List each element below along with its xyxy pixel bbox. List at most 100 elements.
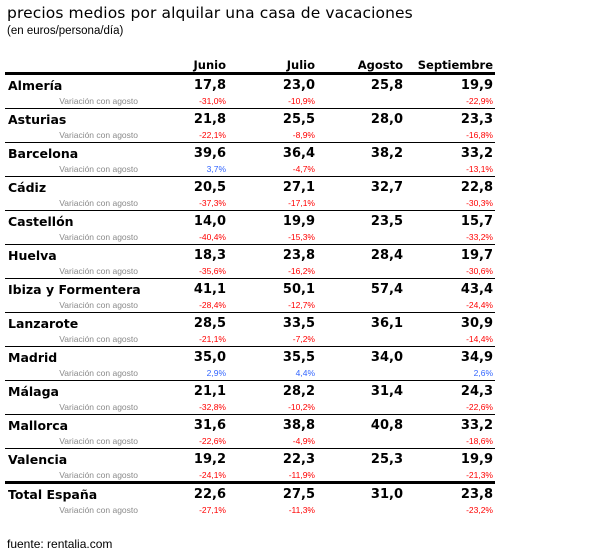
price-septiembre: 24,3 (460, 384, 493, 399)
variation-label: Variación con agosto (59, 300, 138, 310)
price-septiembre: 19,9 (460, 452, 493, 467)
price-junio: 17,8 (193, 78, 226, 93)
price-junio: 20,5 (193, 180, 226, 195)
variation-label: Variación con agosto (59, 96, 138, 106)
variation-julio: -15,3% (288, 232, 315, 242)
price-julio: 23,0 (282, 78, 315, 93)
variation-label: Variación con agosto (59, 470, 138, 480)
variation-label: Variación con agosto (59, 164, 138, 174)
variation-julio: -17,1% (288, 198, 315, 208)
variation-label: Variación con agosto (59, 436, 138, 446)
table-row: Asturias 21,8 25,5 28,0 23,3 Variación con ag… (5, 109, 495, 143)
variation-label: Variación con agosto (59, 368, 138, 378)
variation-junio: -24,1% (199, 470, 226, 480)
source-note: fuente: rentalia.com (7, 537, 113, 551)
price-septiembre: 22,8 (460, 180, 493, 195)
variation-junio: -22,1% (199, 130, 226, 140)
variation-label: Variación con agosto (59, 198, 138, 208)
price-junio: 18,3 (193, 248, 226, 263)
price-junio: 21,8 (193, 112, 226, 127)
table-header: Junio Julio Agosto Septiembre (5, 56, 495, 75)
price-agosto: 25,3 (370, 452, 403, 467)
variation-septiembre: -18,6% (466, 436, 493, 446)
price-julio: 36,4 (282, 146, 315, 161)
row-name: Málaga (8, 384, 59, 399)
variation-label: Variación con agosto (59, 130, 138, 140)
variation-julio: -11,9% (288, 470, 315, 480)
variation-junio: -32,8% (199, 402, 226, 412)
price-agosto: 36,1 (370, 316, 403, 331)
price-septiembre: 15,7 (460, 214, 493, 229)
variation-septiembre: -30,6% (466, 266, 493, 276)
variation-junio: -21,1% (199, 334, 226, 344)
column-header-septiembre: Septiembre (417, 58, 493, 72)
price-agosto: 34,0 (370, 350, 403, 365)
table-row-total: Total España 22,6 27,5 31,0 23,8 Variación co… (5, 484, 495, 517)
variation-julio: 4,4% (295, 368, 315, 378)
price-junio: 35,0 (193, 350, 226, 365)
table-row: Ibiza y Formentera 41,1 50,1 57,4 43,4 Variac… (5, 279, 495, 313)
price-agosto: 28,0 (370, 112, 403, 127)
variation-label: Variación con agosto (59, 505, 138, 515)
row-name: Asturias (8, 112, 67, 127)
price-septiembre: 19,9 (460, 78, 493, 93)
table-body: Almería 17,8 23,0 25,8 19,9 Variación con ago… (5, 75, 495, 517)
table-row: Málaga 21,1 28,2 31,4 24,3 Variación con agos… (5, 381, 495, 415)
table-row: Valencia 19,2 22,3 25,3 19,9 Variación con ag… (5, 449, 495, 484)
variation-label: Variación con agosto (59, 334, 138, 344)
page-subtitle: (en euros/persona/día) (7, 25, 124, 37)
price-julio: 35,5 (282, 350, 315, 365)
price-septiembre: 30,9 (460, 316, 493, 331)
price-agosto: 28,4 (370, 248, 403, 263)
price-julio: 28,2 (282, 384, 315, 399)
variation-junio: -40,4% (199, 232, 226, 242)
price-julio: 19,9 (282, 214, 315, 229)
variation-label: Variación con agosto (59, 402, 138, 412)
price-septiembre: 23,3 (460, 112, 493, 127)
price-junio: 31,6 (193, 418, 226, 433)
price-agosto: 57,4 (370, 282, 403, 297)
price-junio: 14,0 (193, 214, 226, 229)
price-table: Junio Julio Agosto Septiembre Almería 17,… (5, 56, 495, 517)
price-julio: 23,8 (282, 248, 315, 263)
variation-septiembre: -22,9% (466, 96, 493, 106)
price-julio: 22,3 (282, 452, 315, 467)
price-septiembre: 23,8 (460, 487, 493, 502)
price-junio: 22,6 (193, 487, 226, 502)
row-name: Total España (8, 487, 98, 502)
row-name: Valencia (8, 452, 68, 467)
table-row: Castellón 14,0 19,9 23,5 15,7 Variación con a… (5, 211, 495, 245)
row-name: Lanzarote (8, 316, 79, 331)
price-junio: 19,2 (193, 452, 226, 467)
variation-junio: 3,7% (206, 164, 226, 174)
row-name: Castellón (8, 214, 74, 229)
price-julio: 38,8 (282, 418, 315, 433)
row-name: Ibiza y Formentera (8, 282, 141, 297)
table-row: Huelva 18,3 23,8 28,4 19,7 Variación con agos… (5, 245, 495, 279)
variation-julio: -10,9% (288, 96, 315, 106)
variation-junio: -35,6% (199, 266, 226, 276)
price-agosto: 25,8 (370, 78, 403, 93)
variation-label: Variación con agosto (59, 266, 138, 276)
price-junio: 21,1 (193, 384, 226, 399)
price-septiembre: 33,2 (460, 146, 493, 161)
variation-junio: -22,6% (199, 436, 226, 446)
row-name: Barcelona (8, 146, 79, 161)
variation-junio: -28,4% (199, 300, 226, 310)
price-septiembre: 33,2 (460, 418, 493, 433)
table-row: Barcelona 39,6 36,4 38,2 33,2 Variación con a… (5, 143, 495, 177)
price-agosto: 32,7 (370, 180, 403, 195)
table-row: Almería 17,8 23,0 25,8 19,9 Variación con ago… (5, 75, 495, 109)
price-junio: 41,1 (193, 282, 226, 297)
variation-julio: -12,7% (288, 300, 315, 310)
column-header-junio: Junio (193, 58, 227, 72)
variation-junio: -37,3% (199, 198, 226, 208)
row-name: Madrid (8, 350, 58, 365)
variation-junio: -31,0% (199, 96, 226, 106)
variation-julio: -16,2% (288, 266, 315, 276)
row-name: Almería (8, 78, 63, 93)
price-julio: 27,1 (282, 180, 315, 195)
variation-julio: -4,7% (292, 164, 315, 174)
variation-junio: 2,9% (206, 368, 226, 378)
variation-septiembre: -30,3% (466, 198, 493, 208)
